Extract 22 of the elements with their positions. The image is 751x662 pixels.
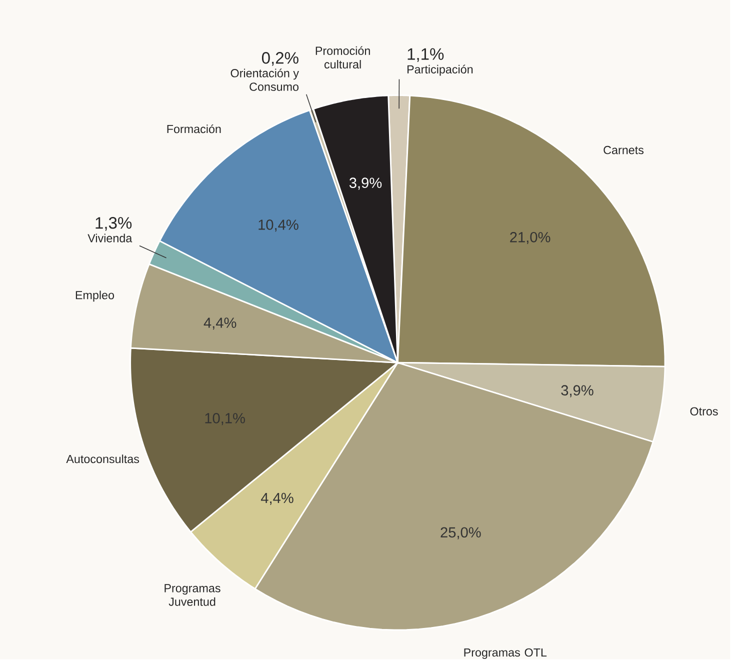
slice-label: Carnets [604, 146, 644, 154]
slice-label: Otros [690, 407, 718, 416]
slice-label: Vivienda [88, 234, 132, 242]
slice-label: Empleo [76, 290, 114, 302]
slice-label: Programas Juventud [164, 584, 220, 606]
slice-label: Formación [167, 124, 221, 134]
data-label: 3,9% [561, 385, 594, 398]
data-label: 10,1% [205, 412, 245, 426]
slice-label: Participación [408, 64, 473, 76]
slice-label: Autoconsultas [66, 454, 140, 464]
slice-label: Programas OTL [464, 648, 547, 659]
data-label: 0,2% [262, 52, 298, 66]
data-label: 3,9% [349, 178, 382, 190]
data-label: 10,4% [258, 219, 298, 232]
data-label: 25,0% [440, 527, 481, 540]
data-label: 1,3% [96, 216, 132, 231]
slice-label: Orientación y Consumo [230, 68, 299, 91]
data-label: 4,4% [260, 492, 294, 505]
data-label: 21,0% [510, 232, 550, 244]
data-label: 4,4% [204, 318, 236, 330]
slice-label: Promoción cultural [316, 46, 370, 68]
data-label: 1,1% [408, 48, 444, 62]
